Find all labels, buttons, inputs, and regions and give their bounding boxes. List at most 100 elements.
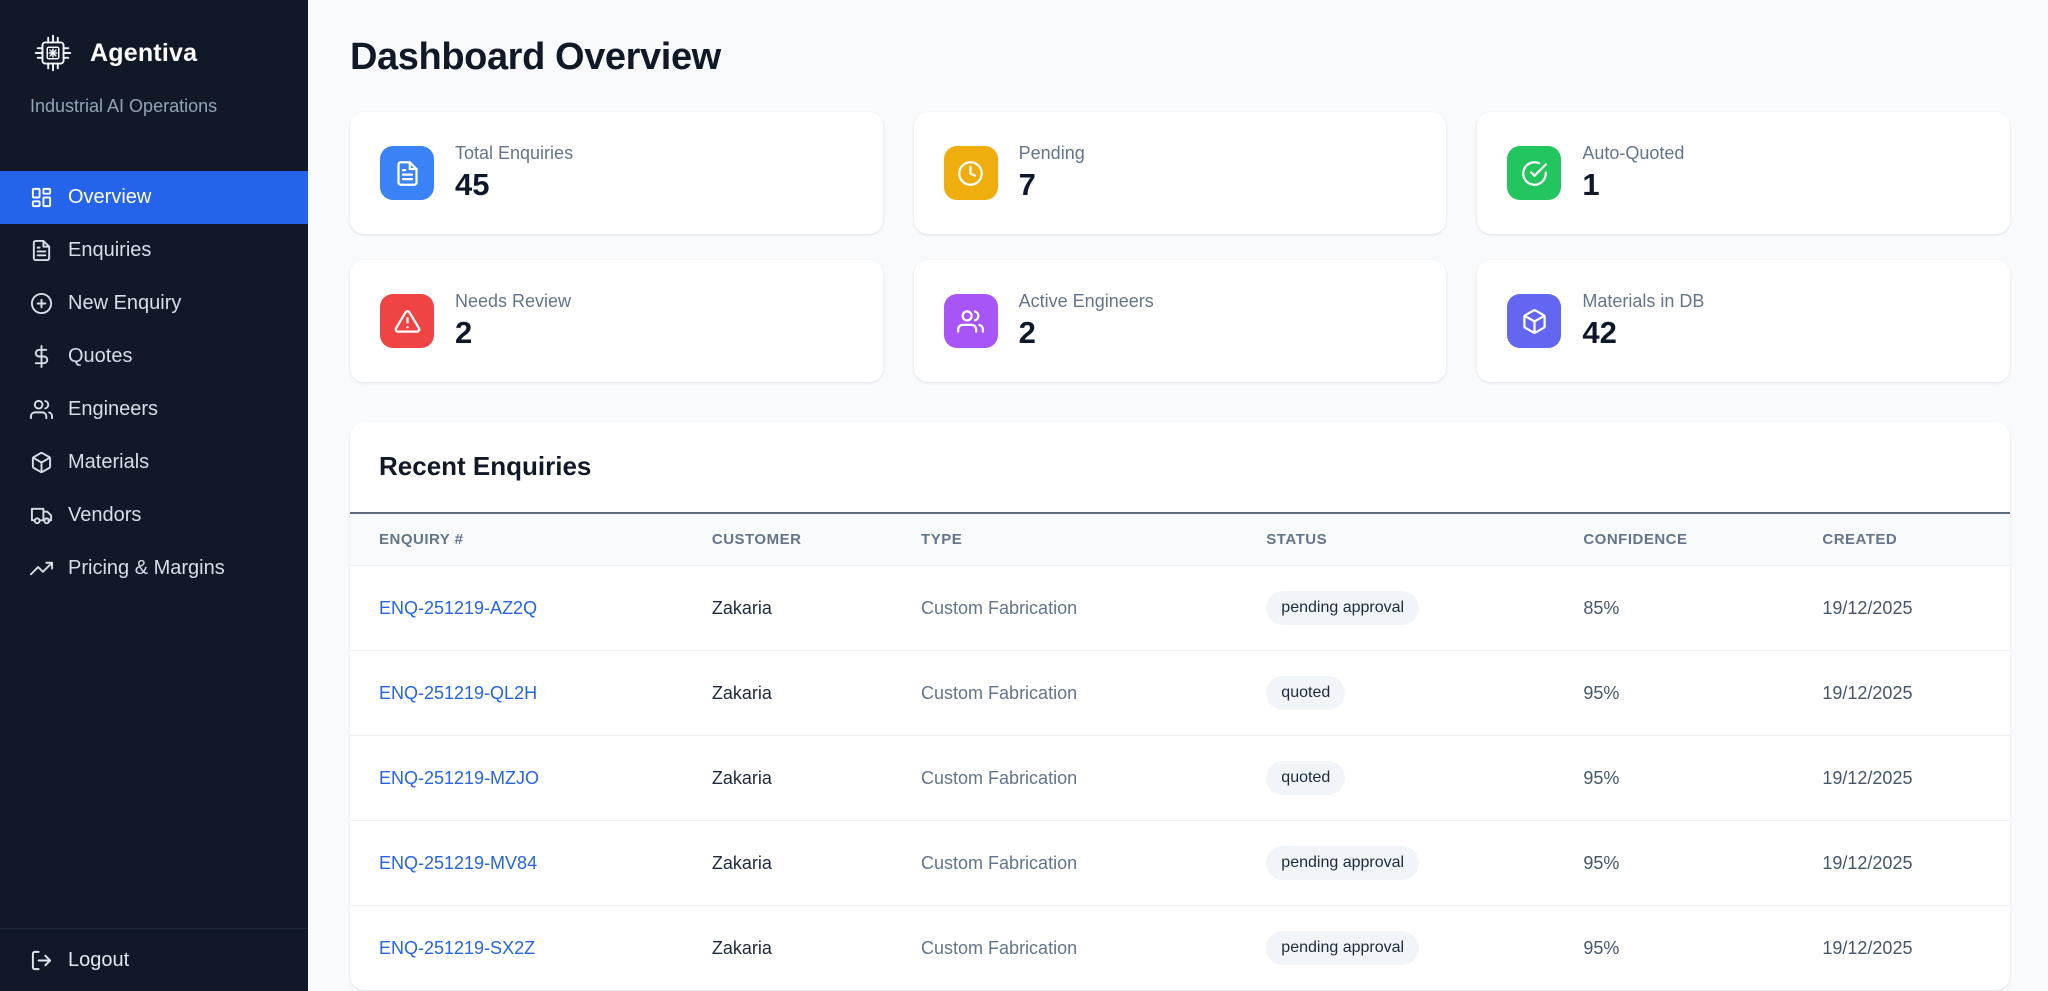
- stat-card-active-engineers: Active Engineers 2: [913, 260, 1447, 382]
- stat-label: Auto-Quoted: [1582, 143, 1685, 163]
- table-row: ENQ-251219-QL2H Zakaria Custom Fabrication…: [350, 650, 2010, 736]
- alert-triangle-icon: [380, 294, 434, 348]
- check-circle-icon: [1507, 146, 1562, 200]
- stat-card-pending: Pending 7: [913, 112, 1447, 234]
- enquiry-link[interactable]: ENQ-251219-QL2H: [379, 682, 538, 703]
- table-row: ENQ-251219-MV84 Zakaria Custom Fabrication…: [350, 820, 2010, 906]
- logout-label: Logout: [68, 948, 130, 971]
- recent-enquiries-title: Recent Enquiries: [379, 451, 592, 481]
- truck-icon: [30, 504, 53, 527]
- sidebar-item-pricing-margins[interactable]: Pricing & Margins: [0, 542, 308, 595]
- type-cell: Custom Fabrication: [921, 597, 1078, 618]
- created-cell: 19/12/2025: [1822, 597, 1913, 618]
- customer-cell: Zakaria: [711, 937, 772, 958]
- users-icon: [943, 294, 998, 348]
- page-title: Dashboard Overview: [350, 36, 721, 78]
- package-icon: [1507, 294, 1562, 348]
- status-badge: quoted: [1266, 676, 1346, 710]
- type-cell: Custom Fabrication: [921, 937, 1078, 958]
- layout-dashboard-icon: [30, 186, 53, 209]
- confidence-cell: 95%: [1583, 852, 1620, 873]
- brand: Agentiva: [30, 30, 278, 76]
- stat-value: 2: [1018, 315, 1036, 350]
- enquiry-link[interactable]: ENQ-251219-AZ2Q: [379, 597, 538, 618]
- type-cell: Custom Fabrication: [921, 682, 1078, 703]
- customer-cell: Zakaria: [711, 682, 772, 703]
- logout-icon: [30, 949, 53, 972]
- stat-value: 42: [1582, 315, 1617, 350]
- confidence-cell: 95%: [1583, 937, 1620, 958]
- sidebar-header: Agentiva Industrial AI Operations: [0, 0, 308, 117]
- stat-value: 45: [455, 167, 490, 202]
- brand-tagline: Industrial AI Operations: [30, 96, 218, 116]
- sidebar-item-label: Materials: [68, 451, 150, 473]
- confidence-cell: 85%: [1583, 597, 1620, 618]
- confidence-cell: 95%: [1583, 682, 1620, 703]
- sidebar-item-quotes[interactable]: Quotes: [0, 330, 308, 383]
- stat-label: Materials in DB: [1582, 291, 1705, 311]
- enquiries-table-head: ENQUIRY # CUSTOMER TYPE STATUS CONFIDENCE CRE…: [350, 513, 2010, 566]
- status-badge: pending approval: [1266, 931, 1420, 965]
- stat-card-auto-quoted: Auto-Quoted 1: [1477, 112, 2010, 234]
- created-cell: 19/12/2025: [1822, 937, 1913, 958]
- table-row: ENQ-251219-SX2Z Zakaria Custom Fabrication…: [350, 905, 2010, 991]
- sidebar-item-vendors[interactable]: Vendors: [0, 489, 308, 542]
- sidebar-item-label: New Enquiry: [68, 292, 182, 314]
- sidebar-item-overview[interactable]: Overview: [0, 171, 308, 224]
- package-icon: [30, 451, 53, 474]
- dollar-icon: [30, 345, 53, 368]
- column-header-created: CREATED: [1822, 531, 1898, 548]
- sidebar-item-label: Enquiries: [68, 239, 152, 261]
- customer-cell: Zakaria: [711, 597, 772, 618]
- stat-label: Pending: [1018, 143, 1085, 163]
- sidebar-item-label: Engineers: [68, 398, 159, 420]
- enquiries-table-body: ENQ-251219-AZ2Q Zakaria Custom Fabrication…: [350, 565, 2010, 991]
- stat-value: 7: [1018, 167, 1036, 202]
- sidebar-item-new-enquiry[interactable]: New Enquiry: [0, 277, 308, 330]
- column-header-enquiry: ENQUIRY #: [379, 531, 464, 548]
- sidebar: Agentiva Industrial AI Operations Overvi…: [0, 0, 308, 991]
- type-cell: Custom Fabrication: [921, 852, 1078, 873]
- column-header-status: STATUS: [1266, 531, 1328, 548]
- customer-cell: Zakaria: [711, 852, 772, 873]
- users-icon: [30, 398, 53, 421]
- file-text-icon: [380, 146, 434, 200]
- sidebar-item-label: Overview: [68, 186, 152, 208]
- customer-cell: Zakaria: [711, 767, 772, 788]
- sidebar-footer: Logout: [0, 928, 308, 991]
- table-row: ENQ-251219-AZ2Q Zakaria Custom Fabrication…: [350, 565, 2010, 651]
- enquiry-link[interactable]: ENQ-251219-SX2Z: [379, 937, 536, 958]
- sidebar-item-engineers[interactable]: Engineers: [0, 383, 308, 436]
- stat-label: Total Enquiries: [455, 143, 574, 163]
- status-badge: pending approval: [1266, 591, 1420, 625]
- sidebar-nav: Overview Enquiries New Enquiry Quotes Engine…: [0, 171, 308, 928]
- enquiry-link[interactable]: ENQ-251219-MV84: [379, 852, 538, 873]
- brand-name: Agentiva: [90, 38, 198, 67]
- status-badge: quoted: [1266, 761, 1346, 795]
- type-cell: Custom Fabrication: [921, 767, 1078, 788]
- enquiry-link[interactable]: ENQ-251219-MZJO: [379, 767, 540, 788]
- created-cell: 19/12/2025: [1822, 852, 1913, 873]
- clock-icon: [943, 146, 998, 200]
- column-header-customer: CUSTOMER: [711, 531, 802, 548]
- column-header-confidence: CONFIDENCE: [1583, 531, 1688, 548]
- stat-card-needs-review: Needs Review 2: [350, 260, 883, 382]
- logout-button[interactable]: Logout: [30, 949, 129, 972]
- enquiries-table: ENQUIRY # CUSTOMER TYPE STATUS CONFIDENCE CRE…: [350, 512, 2010, 990]
- sidebar-item-label: Vendors: [68, 504, 142, 526]
- sidebar-item-materials[interactable]: Materials: [0, 436, 308, 489]
- trending-up-icon: [30, 557, 53, 580]
- main-content: Dashboard Overview Total Enquiries 45 Pend…: [308, 0, 2048, 991]
- created-cell: 19/12/2025: [1822, 682, 1913, 703]
- stat-label: Active Engineers: [1018, 291, 1154, 311]
- stat-value: 1: [1582, 167, 1600, 202]
- file-text-icon: [30, 239, 53, 262]
- plus-circle-icon: [30, 292, 53, 315]
- stat-card-materials-in-db: Materials in DB 42: [1477, 260, 2010, 382]
- stat-label: Needs Review: [455, 291, 572, 311]
- sidebar-item-label: Quotes: [68, 345, 133, 367]
- confidence-cell: 95%: [1583, 767, 1620, 788]
- status-badge: pending approval: [1266, 846, 1420, 880]
- stat-value: 2: [455, 315, 473, 350]
- sidebar-item-enquiries[interactable]: Enquiries: [0, 224, 308, 277]
